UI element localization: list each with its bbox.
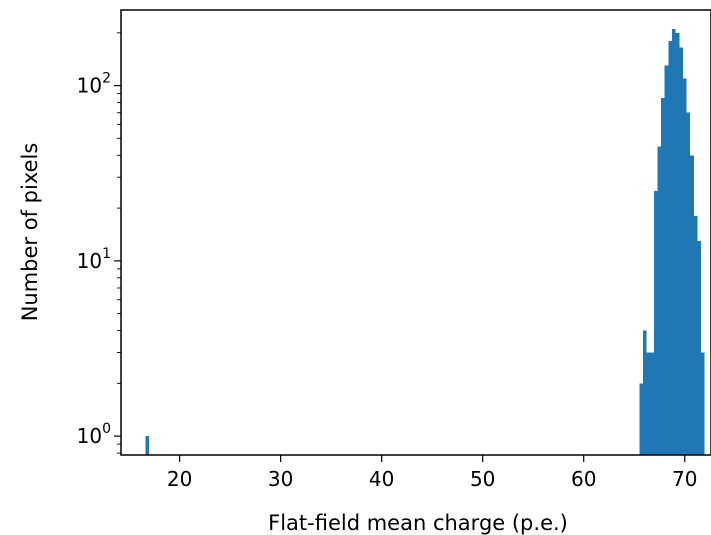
x-tick-label: 40 (369, 467, 394, 491)
histogram-bar (145, 436, 149, 455)
x-ticks: 20 30 40 50 60 70 (167, 455, 697, 491)
histogram-bar (672, 29, 676, 455)
histogram-bar (646, 352, 651, 455)
y-tick-label: 101 (77, 246, 111, 273)
x-tick-label: 60 (571, 467, 596, 491)
histogram-bar (653, 191, 658, 455)
bars-layer (145, 29, 705, 456)
y-tick-label: 102 (77, 71, 111, 98)
histogram-bar (657, 146, 662, 455)
histogram-bar (661, 97, 665, 456)
x-tick-label: 30 (268, 467, 293, 491)
histogram-bar (639, 383, 643, 455)
y-tick-label: 100 (77, 421, 111, 448)
histogram-bar (675, 32, 680, 456)
plot-frame (120, 9, 711, 456)
histogram-bar (642, 330, 647, 455)
histogram-bar (679, 47, 683, 455)
histogram-bar (693, 216, 698, 455)
x-tick-label: 70 (672, 467, 697, 491)
y-axis-label: Number of pixels (18, 143, 42, 322)
histogram-bar (686, 112, 691, 456)
histogram-bar (690, 155, 694, 455)
histogram-bar (650, 352, 654, 455)
histogram-bar (701, 352, 705, 455)
x-tick-label: 20 (167, 467, 192, 491)
y-ticks: 100 101 102 (77, 71, 121, 448)
x-tick-label: 50 (470, 467, 495, 491)
histogram-bar (664, 65, 669, 455)
histogram-bar (697, 240, 702, 455)
x-axis-label: Flat-field mean charge (p.e.) (268, 511, 568, 535)
histogram-bar (668, 40, 673, 456)
histogram-bar (682, 78, 687, 455)
